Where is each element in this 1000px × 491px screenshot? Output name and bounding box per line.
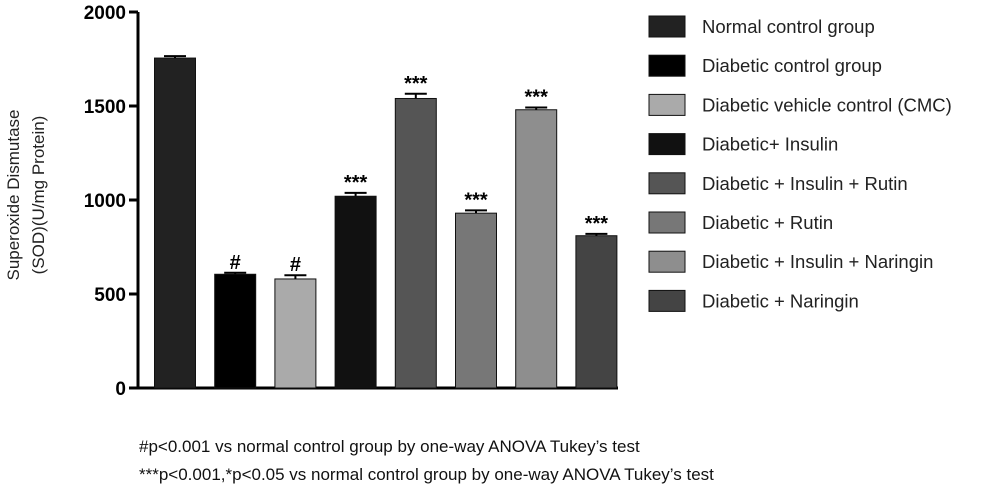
legend-label: Diabetic control group [702, 55, 882, 76]
chart-bars: # # *** *** *** *** *** [154, 55, 618, 389]
legend-swatch [648, 15, 686, 38]
bar [575, 235, 618, 389]
significance-label: *** [585, 213, 609, 235]
bar [334, 195, 377, 389]
bar [394, 97, 437, 389]
significance-label: *** [404, 73, 428, 95]
legend-label: Diabetic + Rutin [702, 212, 833, 233]
significance-label: # [290, 254, 301, 276]
legend-label: Diabetic + Insulin + Naringin [702, 251, 933, 272]
footnote-hash: #p<0.001 vs normal control group by one-… [139, 437, 640, 456]
significance-label: *** [525, 87, 549, 109]
footnote-stars: ***p<0.001,*p<0.05 vs normal control gro… [139, 465, 714, 484]
chart-legend: Normal control group Diabetic control gro… [648, 15, 952, 312]
legend-label: Normal control group [702, 16, 875, 37]
significance-label: # [230, 252, 241, 274]
legend-swatch [648, 133, 686, 156]
legend-swatch [648, 211, 686, 234]
legend-swatch [648, 93, 686, 116]
y-tick-label: 500 [94, 285, 126, 306]
legend-label: Diabetic + Naringin [702, 290, 859, 311]
y-tick-label: 0 [115, 379, 126, 400]
legend-swatch [648, 250, 686, 273]
bar [515, 109, 558, 389]
bar [274, 278, 317, 389]
y-axis-title-line2: (SOD)(U/mg Protein) [29, 116, 48, 275]
legend-label: Diabetic + Insulin + Rutin [702, 173, 908, 194]
y-tick-label: 1000 [84, 191, 126, 212]
legend-label: Diabetic+ Insulin [702, 134, 838, 155]
significance-label: *** [464, 189, 488, 211]
legend-swatch [648, 172, 686, 195]
bar [214, 273, 257, 389]
y-tick-label: 1500 [84, 97, 126, 118]
bar [455, 212, 497, 389]
bar [154, 57, 196, 389]
y-axis-title-line1: Superoxide Dismutase [4, 109, 23, 280]
y-tick-label: 2000 [84, 3, 126, 24]
legend-label: Diabetic vehicle control (CMC) [702, 94, 952, 115]
legend-swatch [648, 54, 686, 77]
legend-swatch [648, 289, 686, 312]
significance-label: *** [344, 172, 368, 194]
